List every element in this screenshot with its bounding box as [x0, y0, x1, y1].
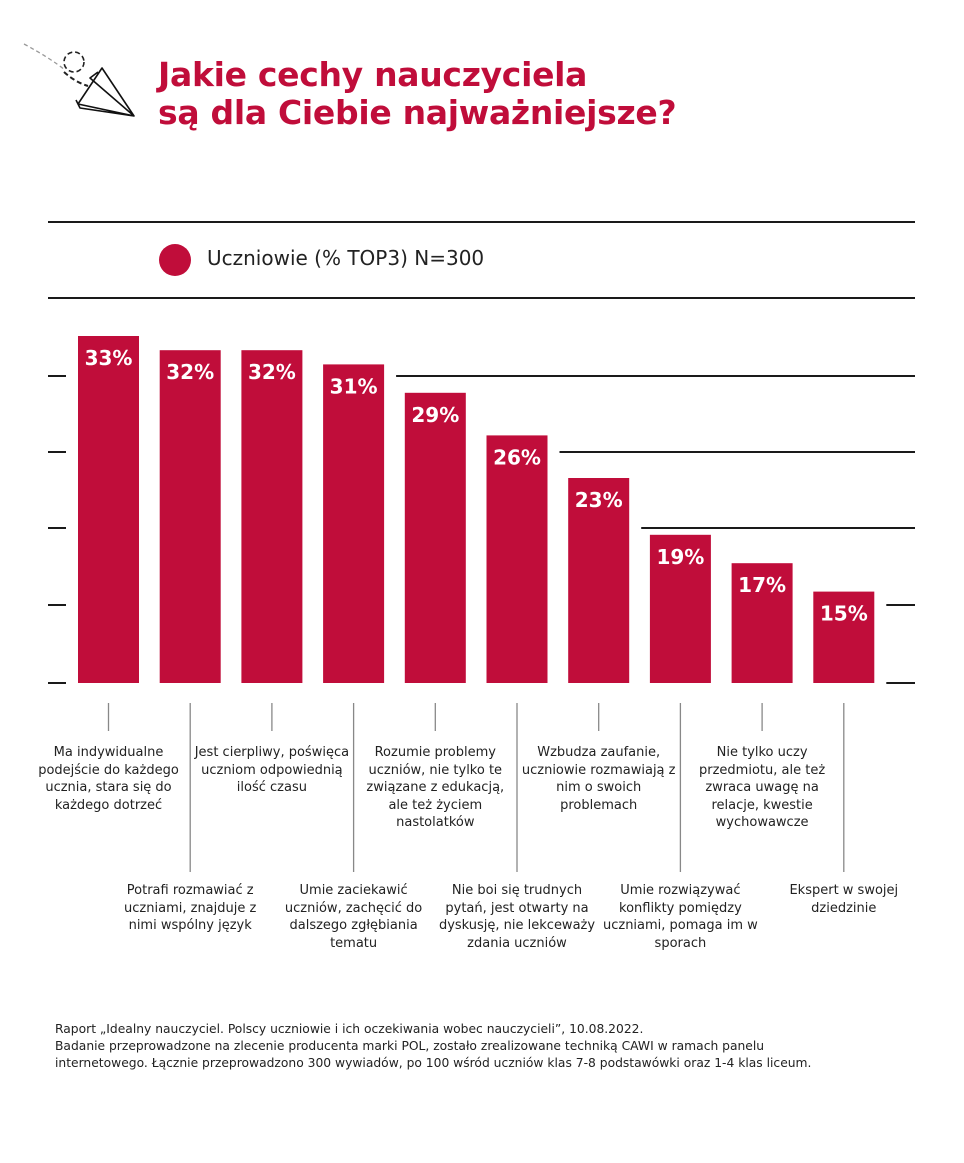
bar-value-label: 29% [411, 403, 459, 427]
bar-value-label: 19% [656, 545, 704, 569]
bar-value-label: 23% [575, 488, 623, 512]
category-label: Umie rozwiązywać konflikty pomiędzy uczn… [602, 883, 758, 951]
bar-value-label: 26% [493, 445, 541, 469]
bar-value-label: 17% [738, 573, 786, 597]
bar [568, 478, 630, 683]
legend-swatch [159, 244, 191, 276]
bar-value-label: 31% [330, 374, 378, 398]
category-label: Nie boi się trudnych pytań, jest otwarty… [438, 883, 596, 951]
page-title: Jakie cechy nauczyciela są dla Ciebie na… [158, 55, 677, 132]
category-label: Potrafi rozmawiać z uczniami, znajduje z… [124, 883, 257, 933]
category-label: Wzbudza zaufanie, uczniowie rozmawiają z… [521, 745, 676, 813]
bar [486, 435, 548, 683]
legend-bottom-divider [48, 297, 915, 299]
bar [323, 364, 385, 683]
category-label: Ma indywidualne podejście do każdego ucz… [38, 745, 179, 813]
bar-chart: 33% 32% 32% 31% 29% 26% 23% 19% 17% 15% [48, 336, 915, 872]
footer-note: Raport „Idealny nauczyciel. Polscy uczni… [55, 1022, 812, 1070]
title-line-2: są dla Ciebie najważniejsze? [158, 93, 677, 132]
category-label: Rozumie problemy uczniów, nie tylko te z… [366, 745, 505, 830]
bar [649, 534, 711, 683]
bar-value-label: 15% [820, 602, 868, 626]
bar [731, 563, 793, 683]
bar-value-label: 32% [248, 360, 296, 384]
bar [404, 392, 466, 683]
title-line-1: Jakie cechy nauczyciela [158, 55, 588, 94]
legend-top-divider [48, 221, 915, 223]
legend-label: Uczniowie (% TOP3) N=300 [207, 246, 485, 270]
bar-value-label: 32% [166, 360, 214, 384]
bar [241, 350, 303, 683]
category-label: Nie tylko uczy przedmiotu, ale też zwrac… [699, 745, 826, 830]
category-label: Umie zaciekawić uczniów, zachęcić do dal… [284, 883, 423, 951]
bar [159, 350, 221, 683]
category-label: Ekspert w swojej dziedzinie [789, 883, 899, 916]
paper-plane-icon [23, 43, 135, 117]
bar-value-label: 33% [85, 346, 133, 370]
bar [813, 591, 875, 683]
category-label: Jest cierpliwy, poświęca uczniom odpowie… [194, 745, 350, 795]
bar [78, 336, 139, 683]
